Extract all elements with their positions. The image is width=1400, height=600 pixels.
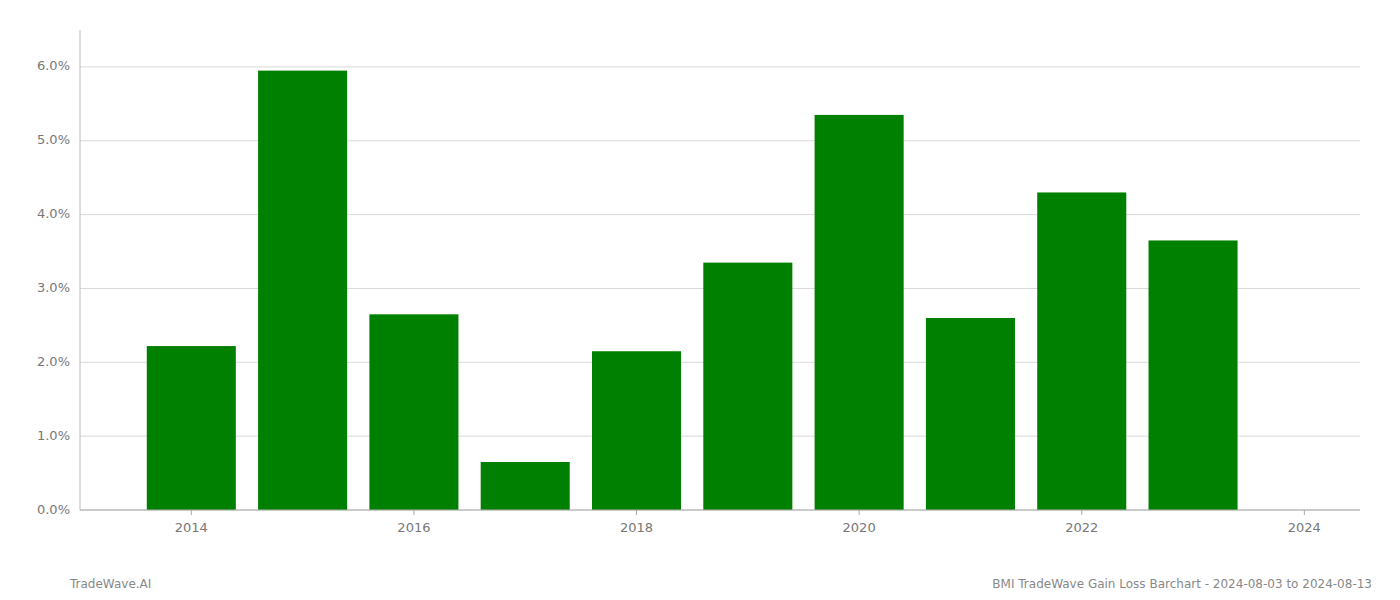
bar: [1149, 240, 1238, 510]
bars: [147, 71, 1238, 510]
x-tick: [1081, 510, 1082, 515]
y-tick-label: 4.0%: [37, 206, 70, 221]
y-tick-label: 6.0%: [37, 58, 70, 73]
y-tick-label: 2.0%: [37, 354, 70, 369]
bar: [481, 462, 570, 510]
bar: [815, 115, 904, 510]
footer-right: BMI TradeWave Gain Loss Barchart - 2024-…: [992, 577, 1372, 591]
bar: [147, 346, 236, 510]
y-tick-label: 1.0%: [37, 428, 70, 443]
x-tick-label: 2024: [1288, 520, 1321, 535]
grid-line: [80, 66, 1360, 67]
y-tick-label: 5.0%: [37, 132, 70, 147]
x-tick: [1304, 510, 1305, 515]
y-axis-line: [80, 30, 81, 510]
x-tick-label: 2014: [175, 520, 208, 535]
y-tick-label: 3.0%: [37, 280, 70, 295]
chart: 0.0% 1.0% 2.0% 3.0% 4.0% 5.0% 6.0% 2014 2016 2018…: [0, 0, 1400, 600]
bar: [258, 71, 347, 510]
x-tick-label: 2022: [1065, 520, 1098, 535]
bar: [1037, 192, 1126, 510]
chart-container: 0.0% 1.0% 2.0% 3.0% 4.0% 5.0% 6.0% 2014 2016 2018…: [0, 0, 1400, 600]
x-axis-line: [80, 510, 1360, 511]
y-tick-label: 0.0%: [37, 502, 70, 517]
x-tick: [191, 510, 192, 515]
grid: [80, 67, 1360, 510]
bar: [926, 318, 1015, 510]
footer-left: TradeWave.AI: [69, 577, 151, 591]
x-tick: [636, 510, 637, 515]
grid-line: [80, 510, 1360, 511]
bar: [703, 263, 792, 510]
x-tick: [413, 510, 414, 515]
bar: [369, 314, 458, 510]
x-tick-label: 2020: [843, 520, 876, 535]
background: [0, 0, 1400, 600]
x-tick: [859, 510, 860, 515]
bar: [592, 351, 681, 510]
x-tick-label: 2016: [397, 520, 430, 535]
x-tick-label: 2018: [620, 520, 653, 535]
